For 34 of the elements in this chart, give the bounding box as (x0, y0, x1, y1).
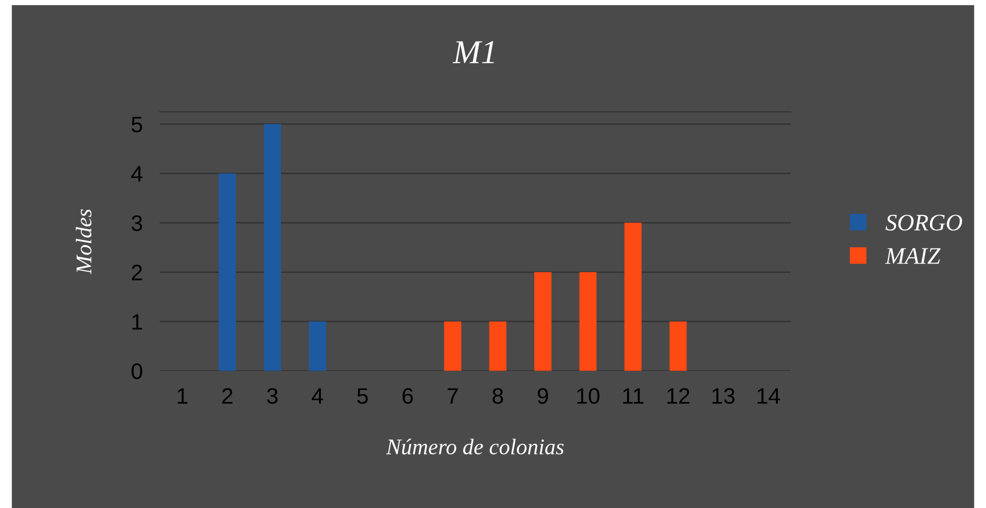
y-axis-title: Moldes (76, 209, 92, 274)
x-tick-label: 14 (758, 388, 780, 404)
x-tick-label: 12 (667, 388, 690, 404)
bar (624, 222, 642, 371)
y-tick-label: 1 (132, 314, 142, 330)
x-tick-label: 10 (577, 388, 600, 404)
x-tick-label: 3 (267, 388, 278, 404)
x-tick-label: 9 (538, 388, 548, 404)
y-tick-label: 4 (131, 166, 142, 182)
bar (489, 321, 506, 371)
x-tick-label: 4 (312, 388, 324, 404)
x-tick-label: 6 (402, 388, 413, 404)
x-tick-label: 2 (222, 388, 232, 404)
chart-title: M1 (452, 41, 494, 64)
x-tick-label: 11 (623, 388, 644, 404)
bar (264, 124, 281, 371)
legend-label: SORGO (886, 214, 962, 231)
legend-label: MAIZ (885, 248, 941, 264)
bar (308, 321, 326, 371)
bar (534, 272, 552, 371)
bar (444, 321, 462, 371)
y-tick-label: 5 (132, 116, 142, 132)
x-tick-label: 8 (492, 388, 504, 404)
x-tick-label: 7 (448, 388, 458, 404)
bar (670, 321, 687, 371)
x-tick-label: 13 (712, 388, 735, 404)
bar (579, 272, 596, 371)
x-tick-label: 5 (357, 388, 368, 404)
x-tick-label: 1 (178, 388, 188, 404)
y-tick-label: 2 (132, 264, 142, 280)
y-tick-label: 3 (132, 215, 142, 232)
bar (218, 173, 236, 371)
y-tick-label: 0 (132, 363, 142, 380)
x-axis-title: Número de colonias (386, 438, 564, 454)
